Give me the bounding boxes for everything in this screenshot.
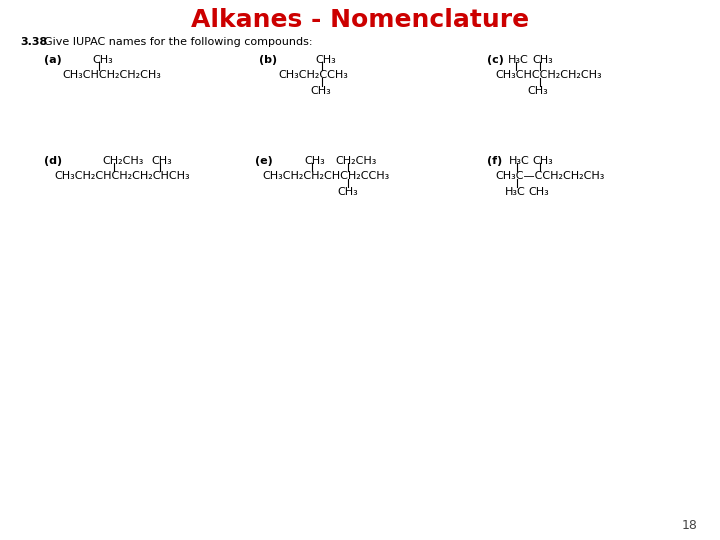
Text: CH₃CH₂CHCH₂CH₂CHCH₃: CH₃CH₂CHCH₂CH₂CHCH₃: [55, 171, 190, 181]
Text: H₃C: H₃C: [508, 55, 528, 65]
Text: CH₃: CH₃: [92, 55, 113, 65]
Text: CH₃: CH₃: [310, 86, 331, 96]
Text: 18: 18: [682, 519, 698, 532]
Text: CH₃: CH₃: [533, 156, 554, 166]
Text: H₃C: H₃C: [509, 156, 530, 166]
Text: CH₃C—CCH₂CH₂CH₃: CH₃C—CCH₂CH₂CH₃: [495, 171, 604, 181]
Text: CH₃: CH₃: [152, 156, 172, 166]
Text: (d): (d): [45, 156, 63, 166]
Text: CH₂CH₃: CH₂CH₃: [102, 156, 143, 166]
Text: CH₃CH₂CCH₃: CH₃CH₂CCH₃: [279, 70, 348, 80]
Text: CH₃: CH₃: [533, 55, 554, 65]
Text: H₃C: H₃C: [505, 187, 526, 197]
Text: (c): (c): [487, 55, 504, 65]
Text: (a): (a): [45, 55, 62, 65]
Text: (f): (f): [487, 156, 503, 166]
Text: Alkanes - Nomenclature: Alkanes - Nomenclature: [191, 8, 529, 32]
Text: CH₃: CH₃: [305, 156, 325, 166]
Text: CH₃: CH₃: [528, 187, 549, 197]
Text: CH₃CHCH₂CH₂CH₃: CH₃CHCH₂CH₂CH₃: [63, 70, 161, 80]
Text: CH₃: CH₃: [337, 187, 358, 197]
Text: Give IUPAC names for the following compounds:: Give IUPAC names for the following compo…: [45, 37, 313, 48]
Text: (e): (e): [255, 156, 273, 166]
Text: (b): (b): [258, 55, 277, 65]
Text: CH₃CH₂CH₂CHCH₂CCH₃: CH₃CH₂CH₂CHCH₂CCH₃: [263, 171, 390, 181]
Text: CH₃: CH₃: [528, 86, 549, 96]
Text: CH₂CH₃: CH₂CH₃: [336, 156, 377, 166]
Text: CH₃: CH₃: [315, 55, 336, 65]
Text: CH₃CHCCH₂CH₂CH₃: CH₃CHCCH₂CH₂CH₃: [495, 70, 602, 80]
Text: 3.38: 3.38: [21, 37, 48, 48]
